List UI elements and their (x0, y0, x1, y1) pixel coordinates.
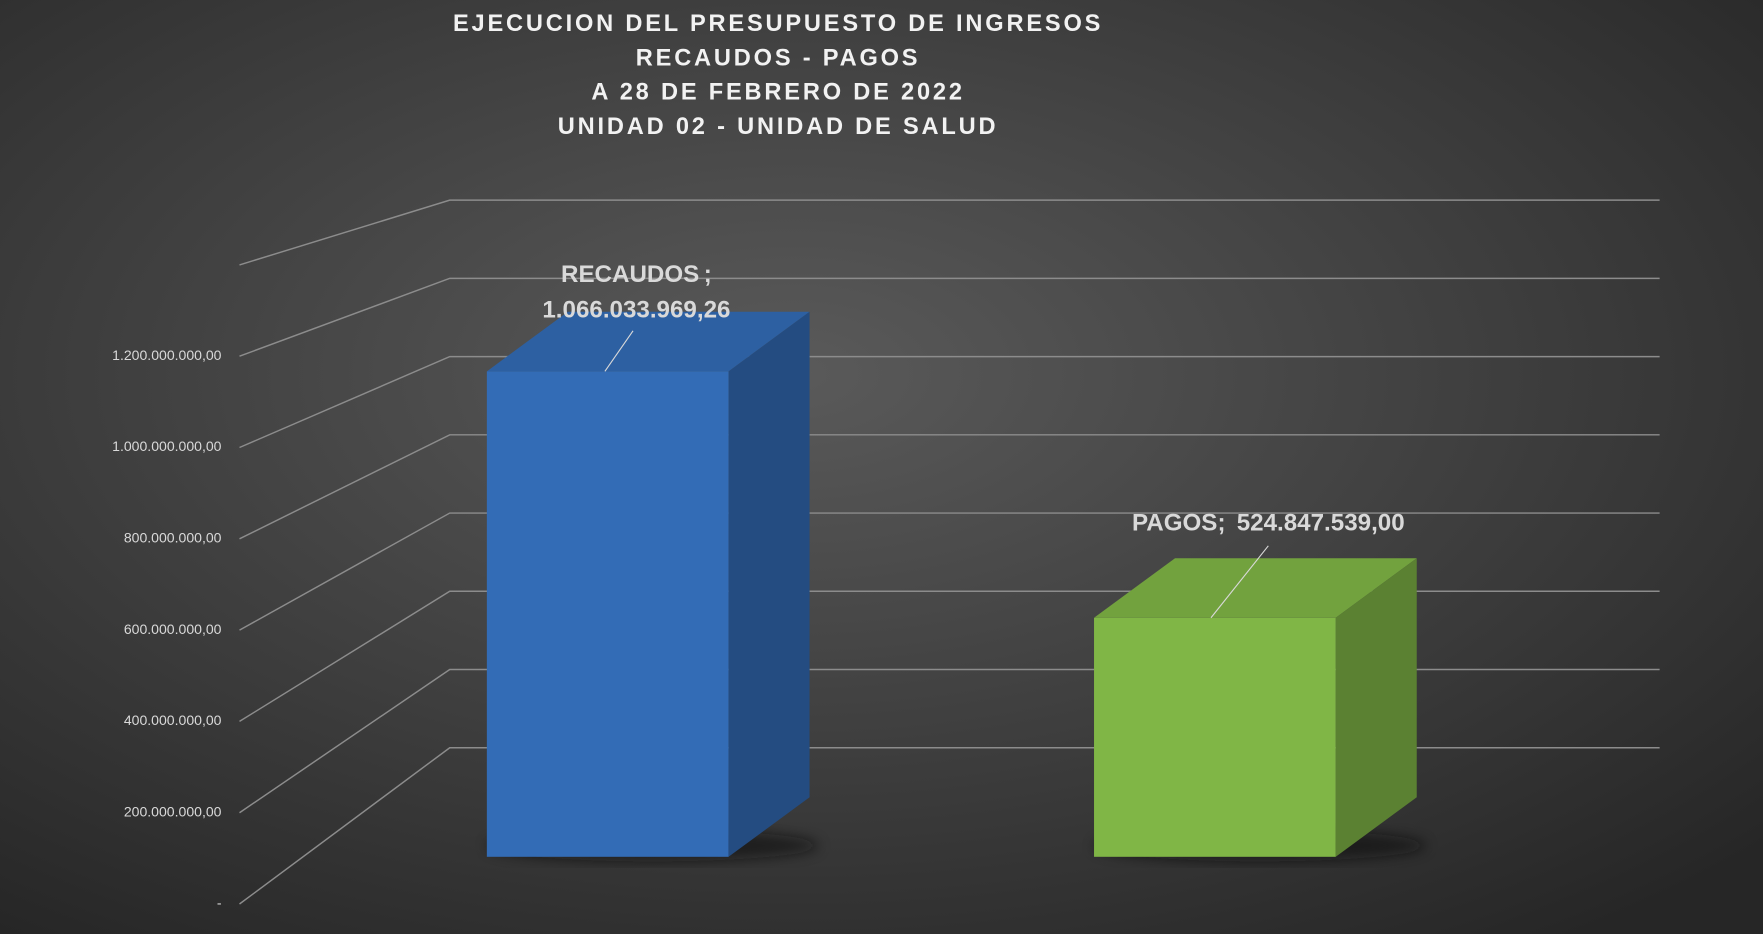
grid-line (239, 199, 1660, 266)
plot-area: EJECUCION DEL PRESUPUESTO DE INGRESOS REC… (112, 11, 1660, 911)
label-separator: ; (704, 261, 712, 288)
bar (486, 311, 819, 862)
bar-top (1094, 558, 1417, 618)
grid-line (239, 355, 1660, 449)
leader-line (604, 330, 634, 372)
chart-title: EJECUCION DEL PRESUPUESTO DE INGRESOS (453, 11, 1103, 37)
label-separator: ; (1217, 510, 1225, 537)
y-tick-label: 1.200.000.000,00 (112, 347, 222, 363)
bar-side (1335, 558, 1417, 857)
chart-title: UNIDAD 02 - UNIDAD DE SALUD (558, 114, 999, 140)
bar (1094, 558, 1426, 862)
bar-front-shade (486, 371, 729, 857)
bar-side (728, 311, 810, 857)
category-label: PAGOS (1132, 510, 1217, 537)
y-tick-label: 400.000.000,00 (124, 712, 222, 728)
leader-line (1210, 545, 1269, 619)
category-label: RECAUDOS (561, 261, 699, 288)
y-tick-label: 800.000.000,00 (124, 530, 222, 546)
grid-line (239, 277, 1660, 357)
bar-front-shade (1094, 617, 1336, 857)
y-tick-label: 600.000.000,00 (124, 621, 222, 637)
data-label: PAGOS; 524.847.539,00 (1132, 510, 1405, 537)
chart-title: RECAUDOS - PAGOS (636, 45, 921, 71)
y-tick-label: - (217, 895, 222, 911)
grid-line (239, 434, 1660, 540)
data-label: RECAUDOS; 1.066.033.969,26 (542, 261, 730, 324)
chart-title: A 28 DE FEBRERO DE 2022 (591, 80, 964, 106)
y-tick-label: 200.000.000,00 (124, 803, 222, 819)
bar-top (486, 311, 810, 372)
grid-line (239, 512, 1660, 631)
value-label: 524.847.539,00 (1237, 510, 1405, 537)
value-label: 1.066.033.969,26 (542, 297, 730, 324)
y-tick-label: 1.000.000.000,00 (112, 438, 222, 454)
